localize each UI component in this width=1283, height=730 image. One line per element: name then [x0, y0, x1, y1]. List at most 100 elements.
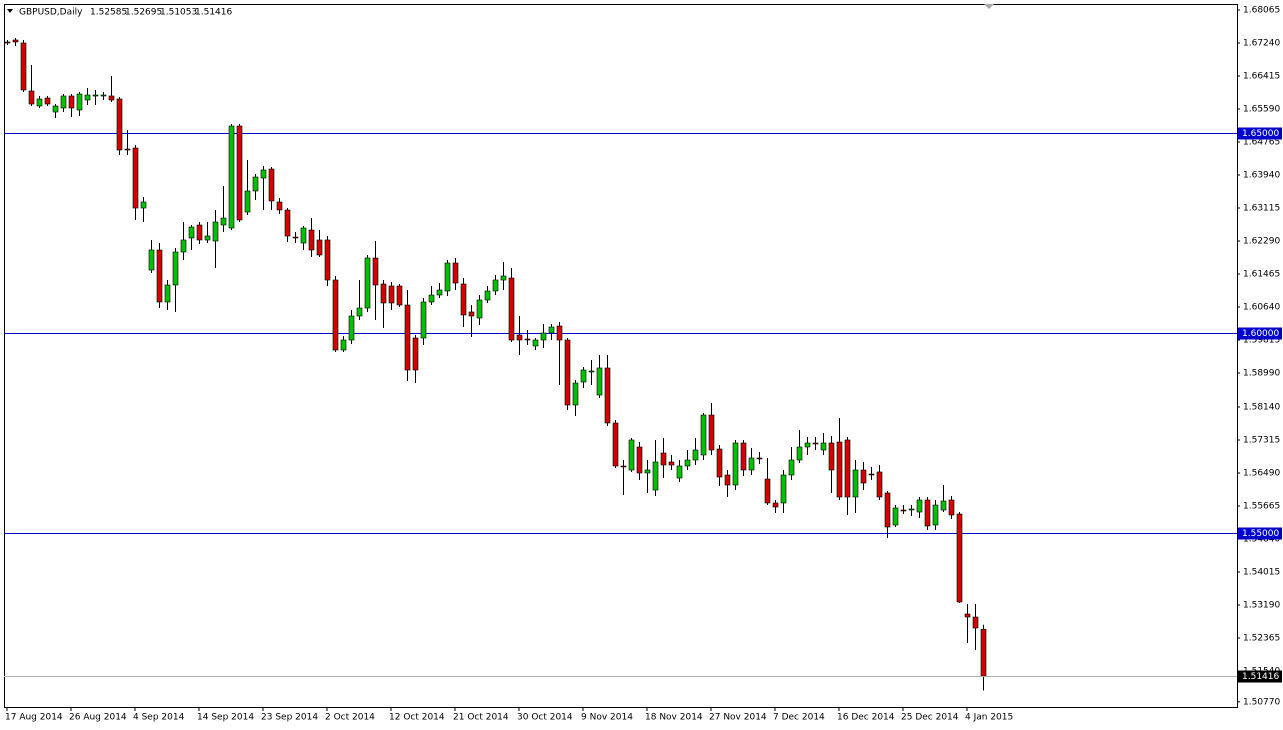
candle-body [228, 125, 235, 229]
candle-body [772, 502, 779, 508]
candle-body [980, 628, 987, 677]
candle-body [260, 169, 267, 179]
x-tick-label: 4 Jan 2015 [965, 713, 1013, 723]
candle-body [532, 339, 539, 347]
candle-body [364, 257, 371, 309]
menu-triangle [7, 9, 13, 13]
candle-body [820, 442, 827, 451]
y-tick-label: 1.52365 [1243, 634, 1280, 644]
candle-body [148, 249, 155, 271]
y-tick-label: 1.64765 [1243, 138, 1280, 148]
y-tick-label: 1.58990 [1243, 369, 1280, 379]
candle-body [420, 301, 427, 339]
candle-body [324, 239, 331, 281]
shift-marker [984, 4, 994, 9]
candle-body [132, 147, 139, 209]
candle-body [476, 299, 483, 319]
candle-body [212, 221, 219, 242]
y-tick-label: 1.57315 [1243, 436, 1280, 446]
x-tick-label: 9 Nov 2014 [581, 713, 633, 723]
x-tick-label: 23 Sep 2014 [261, 713, 318, 723]
candle-body [284, 209, 291, 237]
x-tick-label: 4 Sep 2014 [133, 713, 185, 723]
candle-body [884, 492, 891, 528]
candle-body [84, 94, 91, 101]
candle-body [964, 613, 971, 618]
y-tick-label: 1.62290 [1243, 237, 1280, 247]
candle-body [204, 235, 211, 241]
candle-body [92, 94, 99, 97]
candle-body [436, 289, 443, 296]
x-tick-label: 7 Dec 2014 [773, 713, 825, 723]
candle-body [868, 473, 875, 476]
candle-body [572, 382, 579, 406]
candle-body [356, 307, 363, 317]
y-tick-label: 1.59815 [1243, 336, 1280, 346]
candle-body [380, 283, 387, 304]
candle-body [892, 507, 899, 526]
candle-body [764, 478, 771, 504]
candle-body [796, 446, 803, 461]
chart-title: GBPUSD,Daily [19, 8, 83, 18]
level-label: 1.65000 [1242, 129, 1279, 139]
candle-body [628, 439, 635, 471]
candle-body [732, 442, 739, 486]
x-tick-label: 14 Sep 2014 [197, 713, 254, 723]
candle-body [28, 90, 35, 105]
candle-body [100, 94, 107, 97]
x-tick-label: 16 Dec 2014 [837, 713, 895, 723]
candle-body [620, 465, 627, 468]
candle-body [492, 279, 499, 292]
candle-body [828, 442, 835, 471]
x-tick-label: 21 Oct 2014 [453, 713, 509, 723]
candle-body [540, 332, 547, 341]
candle-body [836, 441, 843, 498]
candle-body [972, 616, 979, 629]
candle-body [292, 236, 299, 239]
candle-body [636, 446, 643, 474]
candle-body [68, 95, 75, 109]
candle-body [652, 461, 659, 491]
candle-body [956, 513, 963, 603]
candle-body [940, 500, 947, 511]
x-tick-label: 25 Dec 2014 [901, 713, 959, 723]
candle-body [708, 414, 715, 451]
ohlc-high: 1.52695 [125, 8, 162, 18]
candle-body [676, 465, 683, 479]
candle-body [684, 459, 691, 467]
ohlc-close: 1.51416 [195, 8, 232, 18]
candle-body [108, 95, 115, 101]
candle-body [924, 499, 931, 527]
candle-body [812, 442, 819, 445]
candle-body [116, 98, 123, 151]
candle-body [692, 449, 699, 461]
y-tick-label: 1.66415 [1243, 72, 1280, 82]
candle-body [36, 98, 43, 107]
candle-body [756, 457, 763, 460]
candle-body [340, 339, 347, 351]
candle-body [460, 283, 467, 316]
y-tick-label: 1.63940 [1243, 171, 1280, 181]
candle-body [52, 105, 59, 113]
candle-body [788, 459, 795, 476]
x-tick-label: 27 Nov 2014 [709, 713, 767, 723]
candle-body [852, 469, 859, 498]
candle-body [524, 338, 531, 341]
candle-body [180, 239, 187, 253]
y-tick-label: 1.50770 [1243, 697, 1280, 707]
candle-body [156, 249, 163, 303]
candle-body [508, 277, 515, 341]
candle-body [468, 311, 475, 317]
x-tick-label: 18 Nov 2014 [645, 713, 703, 723]
candle-body [172, 251, 179, 286]
candle-body [716, 448, 723, 478]
candle-body [76, 93, 83, 111]
candle-body [932, 504, 939, 526]
candle-body [588, 370, 595, 373]
candle-body [332, 279, 339, 351]
candle-body [948, 499, 955, 516]
y-tick-label: 1.58140 [1243, 403, 1280, 413]
candle-body [564, 339, 571, 406]
y-tick-label: 1.65590 [1243, 105, 1280, 115]
